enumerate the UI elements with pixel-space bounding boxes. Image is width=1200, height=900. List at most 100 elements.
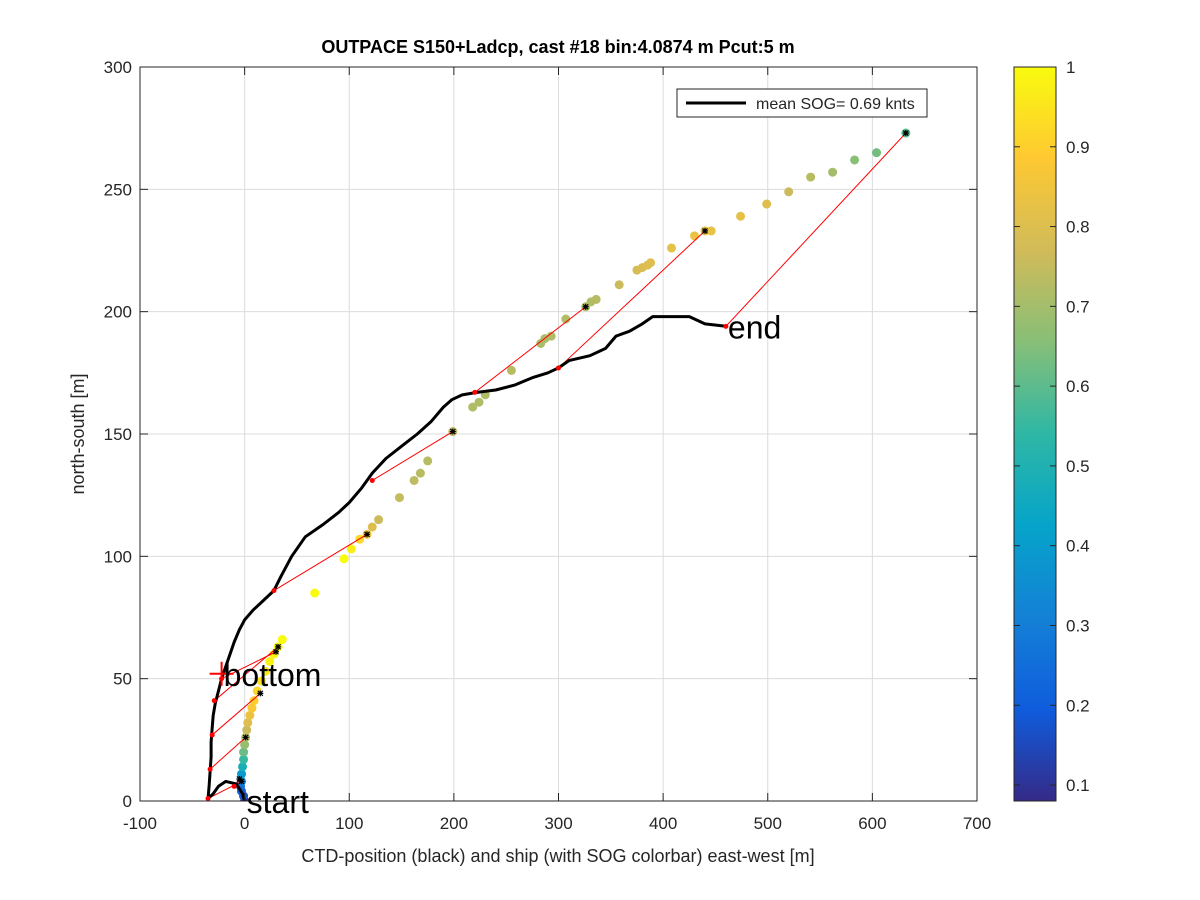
- legend-entry-label: mean SOG= 0.69 knts: [756, 96, 915, 113]
- ship-point: [240, 740, 250, 750]
- ctd-marker: [723, 323, 729, 329]
- y-axis-label: north-south [m]: [68, 373, 88, 494]
- ctd-marker: [271, 588, 277, 594]
- ship-point: [561, 314, 571, 324]
- x-tick-label: 300: [544, 814, 572, 833]
- x-tick-label: 600: [858, 814, 886, 833]
- x-tick-label: 100: [335, 814, 363, 833]
- annotation-end: end: [728, 309, 781, 345]
- ctd-marker: [472, 389, 478, 395]
- x-tick-label: 0: [240, 814, 249, 833]
- ctd-track-layer: [206, 315, 727, 801]
- ctd-marker: [211, 698, 217, 704]
- connector-line: [725, 132, 907, 327]
- ship-point: [277, 635, 287, 645]
- connector-line: [211, 692, 261, 736]
- colorbar-tick-label: 0.1: [1066, 776, 1090, 795]
- ship-point: [245, 710, 255, 720]
- colorbar: 0.1 0.2 0.3 0.4 0.5 0.6 0.7 0.8 0.9 1: [1013, 58, 1090, 802]
- ship-point: [249, 696, 259, 706]
- ship-point: [374, 515, 384, 525]
- ship-point: [690, 231, 700, 241]
- ship-point: [367, 522, 377, 532]
- ship-point: [346, 544, 356, 554]
- ship-point: [339, 554, 349, 564]
- ship-point: [261, 666, 271, 676]
- ship-point: [239, 747, 249, 757]
- ship-marker: [701, 227, 708, 234]
- ship-marker: [275, 643, 282, 650]
- colorbar-tick-label: 0.8: [1066, 218, 1090, 237]
- ship-point: [706, 226, 716, 236]
- colorbar-tick-label: 0.3: [1066, 616, 1090, 635]
- ctd-marker: [369, 477, 375, 483]
- colorbar-tick-label: 0.2: [1066, 696, 1090, 715]
- marker-layer: [205, 130, 909, 801]
- ship-point: [614, 280, 624, 290]
- annotation-layer: start bottom end: [209, 309, 781, 820]
- ship-point: [762, 199, 772, 209]
- ship-point: [243, 718, 253, 728]
- ctd-track-line: [206, 315, 727, 801]
- ship-point: [546, 331, 556, 341]
- connector-line: [273, 533, 368, 592]
- y-tick-label: 300: [104, 58, 132, 77]
- colorbar-tick-label: 0.6: [1066, 377, 1090, 396]
- colorbar-tick-label: 1: [1066, 58, 1075, 77]
- y-tick-label: 250: [104, 180, 132, 199]
- ship-point: [646, 258, 656, 268]
- x-tick-label: 500: [754, 814, 782, 833]
- colorbar-tick-label: 0.5: [1066, 457, 1090, 476]
- ctd-marker: [231, 783, 237, 789]
- ship-point: [806, 172, 816, 182]
- x-tick-label: -100: [123, 814, 157, 833]
- ship-point: [591, 294, 601, 304]
- legend: mean SOG= 0.69 knts: [676, 88, 928, 118]
- connector-line: [474, 306, 587, 393]
- ship-point: [423, 456, 433, 466]
- colorbar-frame: [1013, 66, 1057, 802]
- x-axis-ticks: -100 0 100 200 300 400 500 600 700: [123, 67, 991, 833]
- ship-point: [247, 703, 257, 713]
- colorbar-gradient: [1014, 67, 1056, 801]
- ship-marker: [257, 690, 264, 697]
- ship-point: [872, 148, 882, 158]
- ctd-marker: [205, 796, 211, 801]
- ship-point: [666, 243, 676, 253]
- data-layer: [205, 128, 911, 801]
- y-tick-label: 0: [123, 792, 132, 811]
- x-tick-label: 200: [440, 814, 468, 833]
- ship-point: [310, 588, 320, 598]
- connector-line: [372, 431, 454, 481]
- y-tick-label: 100: [104, 547, 132, 566]
- annotation-start: start: [247, 784, 309, 820]
- chart-title: OUTPACE S150+Ladcp, cast #18 bin:4.0874 …: [321, 37, 794, 57]
- ship-point: [474, 397, 484, 407]
- y-tick-label: 200: [104, 303, 132, 322]
- x-tick-label: 400: [649, 814, 677, 833]
- colorbar-tick-label: 0.4: [1066, 537, 1090, 556]
- ship-marker: [242, 734, 249, 741]
- ctd-marker: [207, 766, 213, 772]
- ship-point: [394, 493, 404, 503]
- ship-marker: [582, 303, 589, 310]
- y-tick-label: 50: [113, 670, 132, 689]
- colorbar-tick-label: 0.9: [1066, 138, 1090, 157]
- ship-point: [242, 725, 252, 735]
- ship-marker: [902, 130, 909, 137]
- ship-point: [506, 365, 516, 375]
- ship-marker: [236, 775, 243, 782]
- connector-line: [209, 737, 247, 770]
- ship-point: [265, 657, 275, 667]
- ship-marker: [273, 648, 280, 655]
- ship-point: [256, 676, 266, 686]
- colorbar-tick-label: 0.7: [1066, 297, 1090, 316]
- ctd-marker: [556, 365, 561, 371]
- bottom-marker: [209, 661, 234, 686]
- ctd-marker: [209, 732, 215, 738]
- x-tick-label: 700: [963, 814, 991, 833]
- ship-marker: [364, 531, 371, 538]
- ship-point: [468, 402, 478, 412]
- ship-marker: [449, 428, 456, 435]
